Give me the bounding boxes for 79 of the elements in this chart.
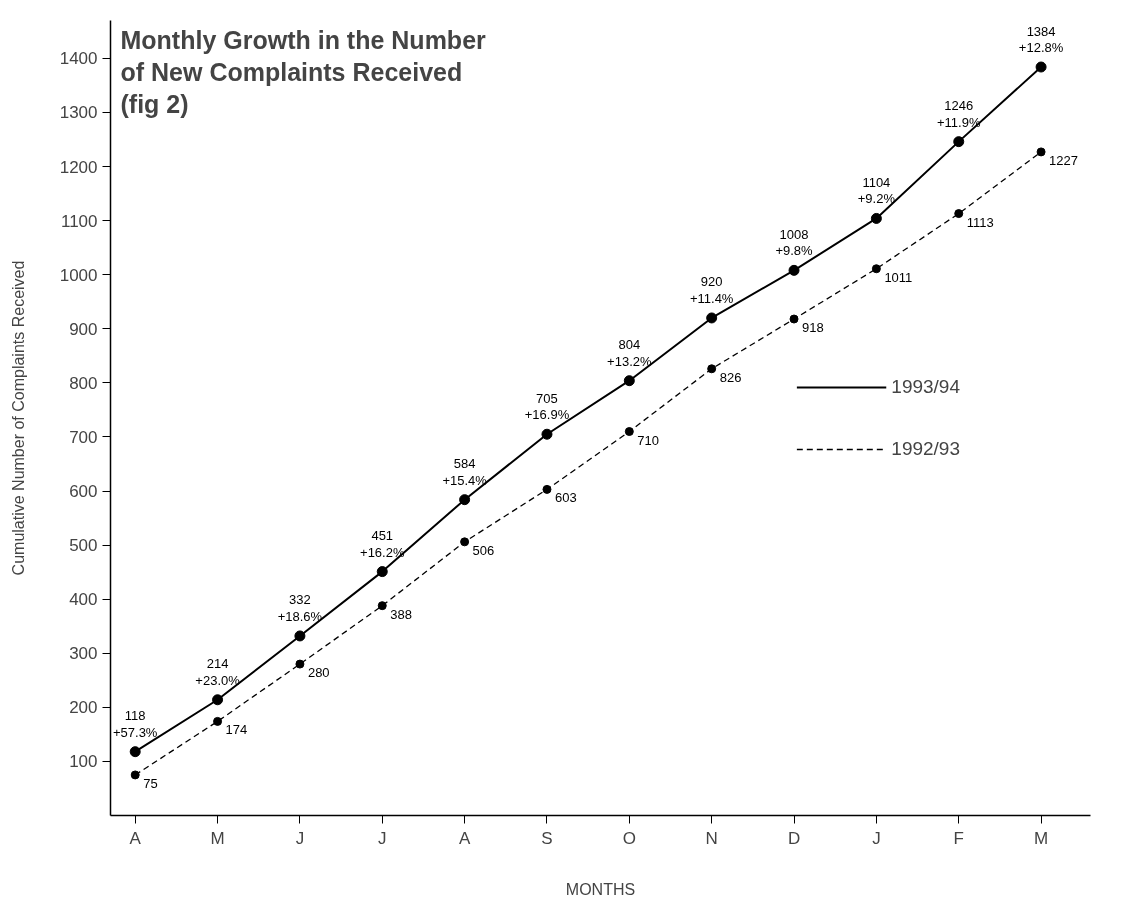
point (1036, 147, 1046, 157)
point (459, 494, 471, 506)
point (541, 428, 553, 440)
x-axis-title: MONTHS (565, 880, 636, 898)
x-tick-label: A (458, 828, 471, 848)
point (953, 136, 965, 148)
y-tick-label: 1100 (60, 211, 98, 231)
point (707, 364, 717, 374)
data-label: 920 +11.4% (689, 274, 734, 306)
x-tick-label: N (705, 828, 718, 848)
data-label: 1384 +12.8% (1018, 23, 1064, 56)
point (542, 484, 552, 494)
data-label: 118 +57.3% (112, 708, 158, 740)
point (294, 630, 306, 642)
x-tick-label: O (622, 828, 636, 848)
y-tick-label: 1200 (59, 157, 98, 177)
y-tick-label: 1300 (59, 103, 98, 123)
data-label: 75 (143, 775, 158, 791)
y-tick-label: 800 (69, 373, 98, 393)
point (871, 264, 881, 274)
point (789, 314, 799, 324)
point (788, 264, 800, 276)
data-label: 332 +18.6% (277, 592, 323, 624)
point (212, 694, 224, 706)
y-axis-title: Cumulative Number of Complaints Received (9, 260, 27, 576)
point (213, 716, 223, 726)
point (376, 566, 388, 578)
data-label: 1227 (1049, 152, 1079, 168)
data-label: 1008 +9.8% (775, 226, 814, 259)
y-tick-label: 1000 (59, 265, 98, 285)
data-label: 174 (225, 722, 248, 738)
x-tick-label: S (541, 828, 553, 848)
point (130, 770, 140, 780)
point (460, 537, 470, 547)
x-tick-label: M (1034, 828, 1049, 848)
data-label: 603 (554, 490, 577, 506)
y-tick-label: 200 (69, 698, 98, 718)
data-label: 584 +15.4% (442, 456, 488, 488)
point (295, 659, 305, 669)
x-tick-label: D (787, 828, 801, 848)
data-label: 1113 (966, 214, 994, 230)
y-tick-label: 900 (69, 319, 98, 339)
data-label: 1011 (884, 269, 913, 285)
point (623, 375, 635, 387)
point (870, 212, 882, 224)
y-tick-label: 100 (69, 752, 98, 772)
point (706, 312, 718, 324)
data-label: 506 (472, 542, 495, 558)
data-label: 705 +16.9% (524, 390, 570, 423)
data-label: 918 (802, 320, 824, 336)
legend-label: 1993/94 (891, 375, 960, 398)
x-tick-label: J (378, 828, 387, 848)
data-label: 280 (307, 665, 330, 681)
point (954, 209, 964, 219)
point (1035, 61, 1047, 73)
point (129, 746, 141, 758)
data-label: 1104 +9.2% (857, 174, 896, 207)
text: Monthly Growth in the Number of New Complaints Received (fig 2) (120, 25, 487, 118)
y-tick-label: 400 (69, 590, 98, 610)
legend-label: 1992/93 (891, 437, 960, 460)
y-tick-label: 1400 (59, 49, 98, 69)
x-tick-label: M (210, 828, 225, 848)
x-tick-label: A (129, 828, 142, 848)
y-tick-label: 600 (69, 482, 98, 502)
data-label: 1246 +11.9% (936, 98, 981, 130)
data-label: 710 (637, 432, 660, 448)
data-label: 451 +16.2% (360, 528, 405, 560)
y-tick-label: 700 (69, 427, 98, 447)
y-tick-label: 300 (69, 644, 98, 664)
x-tick-label: F (953, 828, 964, 848)
x-tick-label: J (872, 828, 881, 848)
point (377, 601, 387, 611)
x-tick-label: J (295, 828, 305, 848)
data-label: 804 +13.2% (607, 337, 652, 369)
data-label: 388 (390, 606, 412, 622)
y-tick-label: 500 (69, 536, 98, 556)
data-label: 214 +23.0% (195, 656, 241, 688)
point (624, 427, 634, 437)
data-label: 826 (719, 369, 742, 385)
